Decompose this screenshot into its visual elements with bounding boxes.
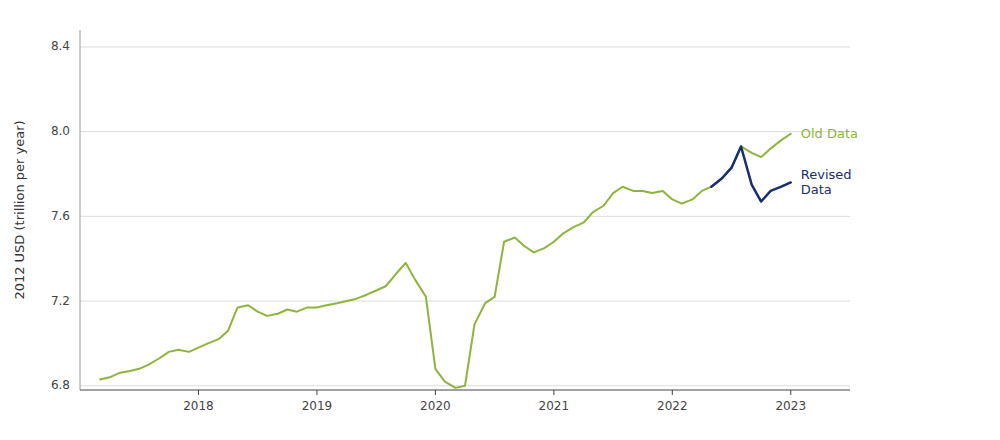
series-line (711, 146, 790, 201)
series-label-line: Revised (801, 166, 852, 181)
x-tick (790, 390, 791, 395)
series-label-line: Old Data (801, 125, 858, 140)
x-tick-label: 2020 (420, 399, 451, 413)
x-axis-line (80, 390, 850, 391)
x-tick (672, 390, 673, 395)
grid-line (80, 301, 850, 302)
y-tick-label: 7.6 (51, 209, 70, 223)
series-label-line: Data (801, 181, 832, 196)
x-tick-label: 2023 (775, 399, 806, 413)
x-tick (198, 390, 199, 395)
series-label: RevisedData (801, 166, 852, 196)
y-grid: 6.8 7.2 7.6 8.0 8.4 (51, 39, 850, 392)
y-axis-label: 2012 USD (trillion per year) (12, 120, 27, 299)
series-line (100, 134, 791, 388)
grid-line (80, 131, 850, 132)
x-tick-label: 2019 (302, 399, 333, 413)
x-tick (316, 390, 317, 395)
x-tick-label: 2021 (539, 399, 570, 413)
chart-svg: 6.87.27.68.08.42018201920202021202220232… (0, 0, 1000, 440)
x-tick-label: 2018 (183, 399, 214, 413)
y-tick-label: 7.2 (51, 294, 70, 308)
y-tick-label: 6.8 (51, 378, 70, 392)
series-labels: Old Data RevisedData (801, 125, 858, 196)
grid-line (80, 46, 850, 47)
y-axis-line (80, 30, 81, 390)
series-label: Old Data (801, 125, 858, 140)
y-tick-label: 8.0 (51, 124, 70, 138)
x-axis: 2018 2019 2020 2021 2022 2023 (183, 390, 806, 413)
lines (100, 134, 791, 388)
x-tick (435, 390, 436, 395)
x-tick-label: 2022 (657, 399, 688, 413)
y-tick-label: 8.4 (51, 39, 70, 53)
chart-container: 6.87.27.68.08.42018201920202021202220232… (0, 0, 1000, 440)
grid-line (80, 216, 850, 217)
x-tick (553, 390, 554, 395)
